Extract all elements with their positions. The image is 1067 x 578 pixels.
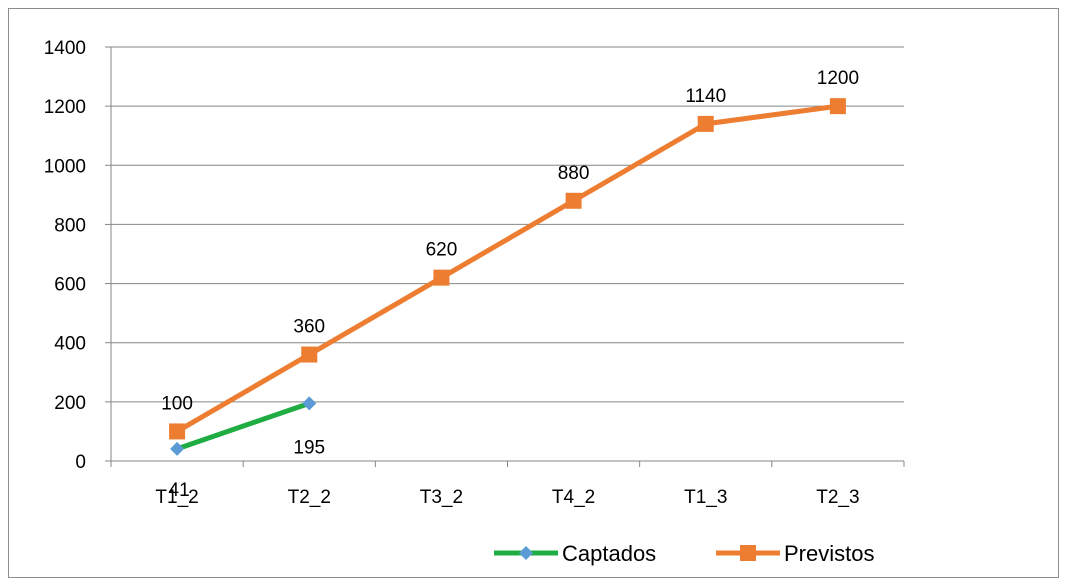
y-tick-label: 600 — [54, 275, 86, 296]
point-previstos-T1_2 — [169, 423, 186, 440]
data-label-previstos: 360 — [293, 317, 325, 338]
series-markers — [169, 98, 846, 456]
series-line-previstos — [175, 103, 839, 434]
y-tick-label: 1400 — [44, 38, 86, 59]
y-tick-label: 1000 — [44, 156, 86, 177]
legend-marker — [740, 545, 756, 561]
x-tick-label: T1_2 — [155, 487, 198, 508]
x-tick-label: T2_2 — [288, 487, 331, 508]
legend: Captados Previstos — [494, 541, 874, 566]
y-tick-label: 200 — [54, 393, 86, 414]
point-previstos-T2_3 — [829, 98, 846, 115]
y-tick-label: 800 — [54, 215, 86, 236]
axes — [105, 46, 905, 467]
data-label-captados: 41 — [169, 480, 190, 501]
data-label-captados: 195 — [293, 437, 325, 458]
point-previstos-T2_2 — [301, 346, 318, 363]
legend-label: Previstos — [784, 541, 874, 566]
chart-frame — [8, 8, 1059, 578]
point-previstos-T3_2 — [433, 269, 450, 286]
line-chart: 0 200 400 600 800 1000 1200 1400 T1_2 T2_2 T3_2 T4… — [44, 38, 905, 566]
y-tick-labels: 0 200 400 600 800 1000 1200 1400 — [44, 38, 86, 473]
data-label-previstos: 1140 — [685, 86, 726, 107]
point-captados-T1_2 — [170, 441, 185, 456]
data-label-previstos: 880 — [558, 163, 590, 184]
y-tick-label: 400 — [54, 334, 86, 355]
gridlines — [111, 46, 904, 403]
data-label-previstos: 1200 — [817, 68, 859, 89]
point-previstos-T4_2 — [565, 192, 582, 209]
x-tick-labels: T1_2 T2_2 T3_2 T4_2 T1_3 T2_3 — [155, 487, 859, 508]
point-previstos-T1_3 — [697, 115, 714, 132]
legend-label: Captados — [562, 541, 656, 566]
data-label-previstos: 100 — [161, 393, 193, 414]
data-labels: 41 195 100 360 620 880 1140 1200 — [161, 68, 859, 501]
y-tick-label: 0 — [75, 452, 86, 473]
y-tick-label: 1200 — [44, 97, 86, 118]
x-tick-label: T3_2 — [420, 487, 463, 508]
legend-item-captados: Captados — [494, 541, 656, 566]
x-tick-label: T1_3 — [684, 487, 727, 508]
legend-marker — [519, 546, 533, 560]
x-tick-label: T2_3 — [816, 487, 859, 508]
x-tick-label: T4_2 — [552, 487, 595, 508]
data-label-previstos: 620 — [426, 240, 458, 261]
legend-item-previstos: Previstos — [716, 541, 874, 566]
series-lines — [175, 103, 839, 452]
point-captados-T2_2 — [302, 396, 317, 411]
series-line-captados — [176, 400, 311, 452]
